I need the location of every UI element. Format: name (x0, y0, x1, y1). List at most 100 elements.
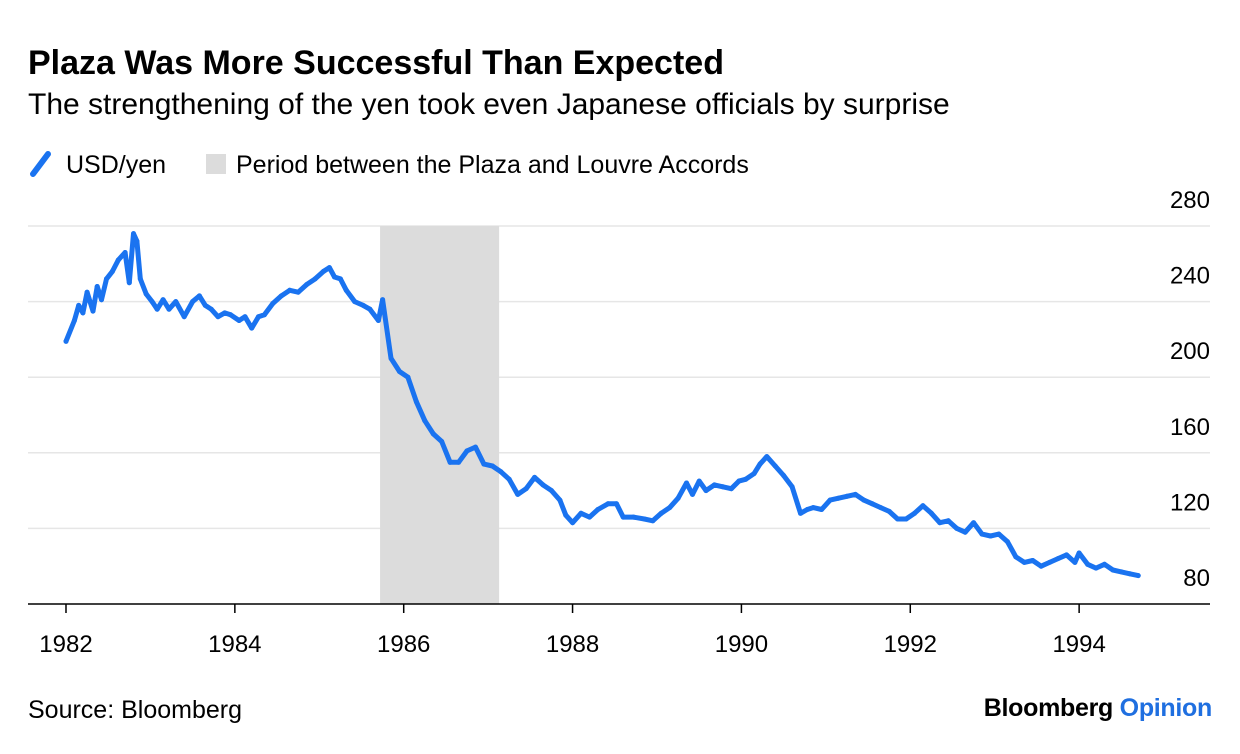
series-point (143, 291, 149, 297)
series-point (1135, 573, 1141, 579)
series-point (1085, 561, 1091, 567)
series-point (751, 471, 757, 477)
series-point (630, 514, 636, 520)
series-point (498, 469, 504, 475)
series-point (375, 318, 381, 323)
series-point (523, 486, 529, 492)
series-point (343, 287, 349, 293)
series-point (134, 238, 140, 244)
series-point (614, 501, 619, 507)
series-point (173, 299, 179, 305)
series-point (506, 476, 512, 482)
series-point (563, 512, 569, 518)
x-tick-label-1988: 1988 (546, 631, 599, 658)
series-point (236, 318, 242, 323)
series-point (439, 439, 445, 444)
series-point (1013, 554, 1019, 560)
series-point (202, 302, 208, 308)
series-point (570, 520, 576, 526)
series-point (658, 510, 664, 516)
series-point (137, 276, 143, 282)
series-point (1076, 550, 1082, 556)
series-point (1102, 561, 1107, 567)
series-point (388, 355, 394, 361)
series-point (215, 314, 221, 320)
series-point (928, 510, 934, 516)
series-point (720, 484, 726, 490)
series-point (397, 369, 402, 374)
plot-area: 1982 1984 1986 1988 1990 1992 1994 80 120 160 200 2… (28, 187, 1210, 658)
series-point (1055, 556, 1061, 562)
series-point (456, 459, 462, 465)
series-point (196, 293, 202, 299)
series-point (690, 491, 695, 497)
series-point (1127, 571, 1133, 577)
series-point (1047, 559, 1053, 565)
series-point (430, 431, 436, 437)
series-point (222, 310, 228, 316)
series-point (1021, 559, 1027, 565)
series-point (557, 497, 563, 503)
x-tick-label-1984: 1984 (208, 631, 261, 658)
series-point (578, 510, 584, 516)
series-point (473, 444, 478, 450)
shaded-period-band (380, 226, 500, 604)
series-point (696, 478, 702, 484)
series-point (115, 257, 121, 263)
series-point (532, 474, 538, 480)
brand-sub: Opinion (1119, 694, 1213, 722)
series-point (620, 514, 626, 520)
series-point (131, 231, 136, 237)
series-point (261, 312, 267, 318)
brand-logo: Bloomberg Opinion (984, 694, 1213, 723)
series-point (332, 274, 337, 280)
series-point (109, 268, 115, 274)
series-point (1030, 558, 1036, 563)
y-tick-label-240: 240 (1170, 263, 1210, 290)
series-point (422, 418, 428, 424)
legend-band-swatch-icon (206, 154, 226, 174)
series-point (76, 302, 82, 308)
series-point (852, 491, 858, 497)
series-point (937, 520, 943, 526)
series-point (312, 276, 318, 282)
series-point (122, 250, 128, 255)
series-point (962, 529, 968, 535)
series-point (149, 299, 155, 305)
series-point (242, 314, 248, 320)
series-point (489, 463, 495, 469)
series-point (728, 486, 734, 492)
series-point (84, 289, 90, 295)
series-point (587, 514, 592, 520)
x-tick-label-1982: 1982 (39, 631, 92, 658)
series-point (405, 374, 411, 380)
series-point (80, 310, 86, 316)
series-point (675, 495, 681, 501)
series-point (996, 531, 1002, 537)
series-point (71, 318, 77, 323)
y-tick-label-80: 80 (1183, 565, 1210, 592)
series-point (1038, 563, 1044, 569)
series-point (743, 476, 749, 482)
series-point (540, 482, 546, 488)
series-point (337, 276, 343, 282)
series-point (844, 493, 850, 499)
series-point (367, 306, 373, 312)
series-point (249, 325, 255, 331)
x-tick-label-1986: 1986 (377, 631, 430, 658)
y-tick-label-120: 120 (1170, 489, 1210, 516)
series-point (798, 510, 803, 516)
series-point (1093, 565, 1099, 571)
y-tick-label-200: 200 (1170, 338, 1210, 365)
series-point (804, 507, 810, 512)
series-point (595, 507, 601, 512)
series-point (228, 312, 234, 318)
series-point (878, 505, 884, 511)
series-point (295, 289, 301, 295)
series-point (764, 454, 770, 460)
series-point (278, 293, 284, 299)
series-point (304, 282, 310, 288)
series-point (895, 516, 901, 522)
series-point (886, 508, 892, 514)
